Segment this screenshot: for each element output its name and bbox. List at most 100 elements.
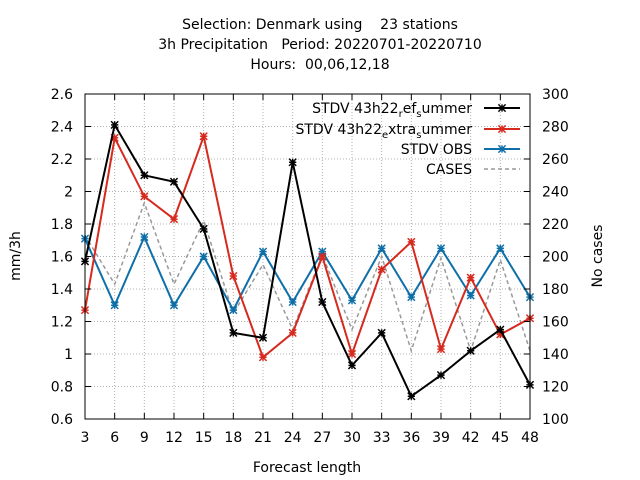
x-tick-label: 27 (313, 430, 331, 446)
legend-label-part: r (399, 109, 404, 120)
legend-entry-extra: STDV 43h22extrasummer (295, 122, 520, 141)
legend-marker-extra (497, 124, 507, 134)
x-tick-label: 30 (343, 430, 361, 446)
series-obs-point (258, 247, 268, 256)
series-extra-point (347, 349, 357, 359)
legend-label-part: s (416, 109, 421, 120)
series-ref-point (258, 333, 268, 342)
y-tick-label: 2.4 (51, 120, 73, 136)
y2-tick-label: 160 (542, 315, 569, 331)
series-ref-point (407, 392, 416, 401)
legend-label-part: s (416, 130, 421, 141)
series-obs-point (436, 244, 446, 253)
y2-axis-label: No cases (590, 225, 606, 288)
series-obs-point (407, 292, 416, 302)
legend-label-part: ef (403, 101, 418, 117)
series-extra-point (436, 344, 446, 354)
axis-ticks: 3 6 9 12 15 18 21 24 27 30 33 36 39 42 45 480.60.811.21… (51, 87, 569, 446)
series-extra-point (407, 237, 416, 247)
series-extra-point (318, 252, 327, 261)
y-tick-label: 1.8 (51, 217, 73, 233)
series-obs-point (288, 297, 297, 307)
series-ref-point (347, 361, 357, 370)
legend-marker-ref (497, 103, 507, 113)
y2-tick-label: 100 (542, 412, 569, 428)
y-tick-label: 1 (64, 347, 73, 363)
x-tick-label: 45 (491, 430, 509, 446)
y-tick-label: 1.6 (51, 250, 73, 266)
x-axis-label: Forecast length (253, 460, 361, 476)
series-ref-point (377, 328, 386, 338)
series-ref-point (110, 120, 119, 130)
x-tick-label: 6 (110, 430, 119, 446)
legend-marker-obs (497, 144, 507, 154)
series-ref-point (140, 171, 149, 180)
y2-tick-label: 120 (542, 380, 569, 396)
legend-label-ref: STDV 43h22refsummer (312, 101, 472, 120)
legend-entry-obs: STDV OBS (401, 142, 520, 158)
series-extra-point (229, 271, 238, 281)
x-tick-label: 3 (81, 430, 90, 446)
x-tick-label: 9 (140, 430, 149, 446)
series-extra-line (84, 132, 531, 359)
y2-tick-label: 260 (542, 152, 569, 168)
legend-label-cases: CASES (426, 162, 472, 178)
x-tick-label: 33 (373, 430, 391, 446)
series-extra-point (258, 353, 268, 362)
x-tick-label: 36 (402, 430, 420, 446)
legend-label-part: e (382, 130, 388, 141)
y-tick-label: 0.8 (51, 380, 73, 396)
chart-title-line-2: 3h Precipitation Period: 20220701-202207… (158, 37, 482, 53)
legend-entry-ref: STDV 43h22refsummer (312, 101, 520, 120)
y2-tick-label: 180 (542, 282, 569, 298)
legend-label-part: ummer (421, 122, 472, 138)
y-tick-label: 2.2 (51, 152, 73, 168)
series-extra-point (199, 132, 208, 141)
y2-tick-label: 300 (542, 87, 569, 103)
series-obs (80, 232, 535, 315)
y-tick-label: 2.6 (51, 87, 73, 103)
series-ref-point (496, 325, 505, 334)
series-obs-point (377, 244, 386, 253)
x-tick-label: 42 (462, 430, 480, 446)
y-tick-label: 1.2 (51, 315, 73, 331)
legend-label-obs: STDV OBS (401, 142, 472, 158)
series-obs-point (496, 244, 505, 253)
series-ref-point (466, 346, 475, 355)
series-obs-point (466, 291, 475, 300)
y-tick-label: 0.6 (51, 412, 73, 428)
series-obs-point (169, 301, 179, 310)
series-extra-point (169, 214, 179, 224)
series-ref-point (318, 297, 327, 307)
series-layer (80, 120, 535, 401)
legend-label-part: ummer (421, 101, 472, 117)
series-obs-point (110, 301, 119, 310)
series-extra-point (140, 192, 149, 201)
x-tick-label: 39 (432, 430, 450, 446)
series-ref-line (84, 122, 531, 398)
series-ref (80, 120, 535, 401)
y2-tick-label: 240 (542, 185, 569, 201)
series-extra-point (288, 328, 297, 338)
x-tick-label: 15 (195, 430, 213, 446)
chart-title-line-3: Hours: 00,06,12,18 (250, 57, 390, 73)
series-cases-line (84, 200, 531, 354)
x-tick-label: 48 (521, 430, 539, 446)
x-tick-label: 21 (254, 430, 272, 446)
legend-label-part: xtra (388, 122, 416, 138)
x-tick-label: 24 (284, 430, 302, 446)
series-obs-line (84, 234, 531, 313)
series-ref-point (288, 158, 297, 167)
legend-label-part: STDV 43h22 (295, 122, 382, 138)
legend-label-part: STDV 43h22 (312, 101, 399, 117)
series-ref-point (199, 224, 208, 234)
series-obs-point (199, 252, 208, 261)
series-obs-point (140, 232, 149, 242)
x-tick-label: 18 (224, 430, 242, 446)
series-extra-point (466, 273, 475, 282)
y2-tick-label: 220 (542, 217, 569, 233)
series-ref-point (436, 370, 446, 380)
series-ref-point (229, 328, 238, 338)
series-obs-point (347, 296, 357, 305)
